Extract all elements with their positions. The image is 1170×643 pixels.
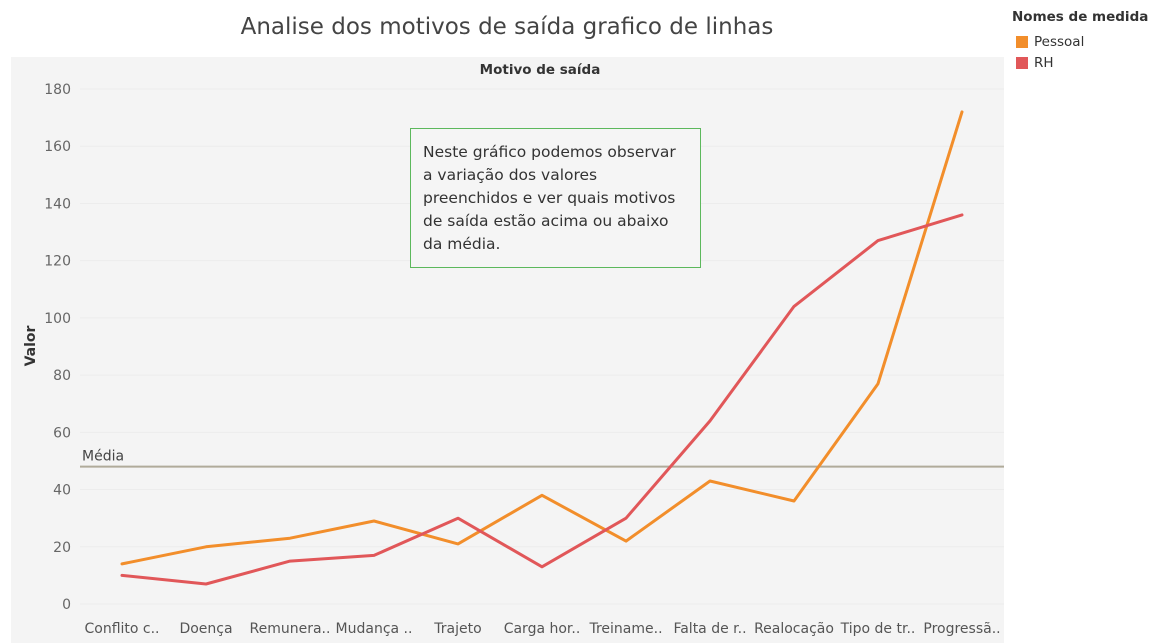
series-line-rh [120, 213, 964, 586]
x-tick-label: Tipo de tr.. [840, 621, 916, 637]
legend[interactable]: Nomes de medida Pessoal RH [1012, 9, 1167, 73]
legend-title: Nomes de medida [1012, 9, 1149, 25]
y-tick-label: 120 [44, 254, 71, 270]
series-line-pessoal [120, 110, 964, 566]
legend-swatch-pessoal [1016, 35, 1028, 48]
y-tick-label: 140 [44, 196, 71, 212]
y-tick-label: 80 [53, 368, 71, 384]
x-tick-label: Mudança .. [336, 621, 413, 637]
y-tick-label: 40 [53, 483, 71, 499]
y-tick-label: 100 [44, 311, 71, 327]
y-tick-label: 160 [44, 139, 71, 155]
x-tick-label: Trajeto [433, 621, 481, 637]
legend-item-pessoal[interactable]: Pessoal [1012, 31, 1167, 52]
x-tick-label: Realocação [754, 621, 834, 637]
reference-line-label: Média [82, 449, 124, 465]
legend-swatch-rh [1016, 56, 1028, 69]
legend-label-rh: RH [1034, 54, 1054, 71]
column-header: Motivo de saída [480, 62, 601, 78]
annotation-box: Neste gráfico podemos observar a variaçã… [410, 128, 701, 268]
y-tick-label: 60 [53, 425, 71, 441]
x-tick-label: Remunera.. [250, 621, 331, 637]
x-tick-label: Doença [179, 621, 232, 637]
x-tick-label: Falta de r.. [673, 621, 746, 637]
legend-item-rh[interactable]: RH [1012, 52, 1167, 73]
chart-title: Analise dos motivos de saída grafico de … [240, 14, 774, 40]
x-tick-label: Progressã.. [923, 621, 1000, 637]
y-tick-label: 20 [53, 540, 71, 556]
y-tick-label: 180 [44, 82, 71, 98]
y-axis-label: Valor [23, 325, 39, 366]
y-tick-label: 0 [62, 597, 71, 613]
legend-label-pessoal: Pessoal [1034, 33, 1085, 50]
x-tick-label: Carga hor.. [504, 621, 581, 637]
x-tick-label: Treiname.. [588, 621, 662, 637]
x-tick-label: Conflito c.. [84, 621, 159, 637]
